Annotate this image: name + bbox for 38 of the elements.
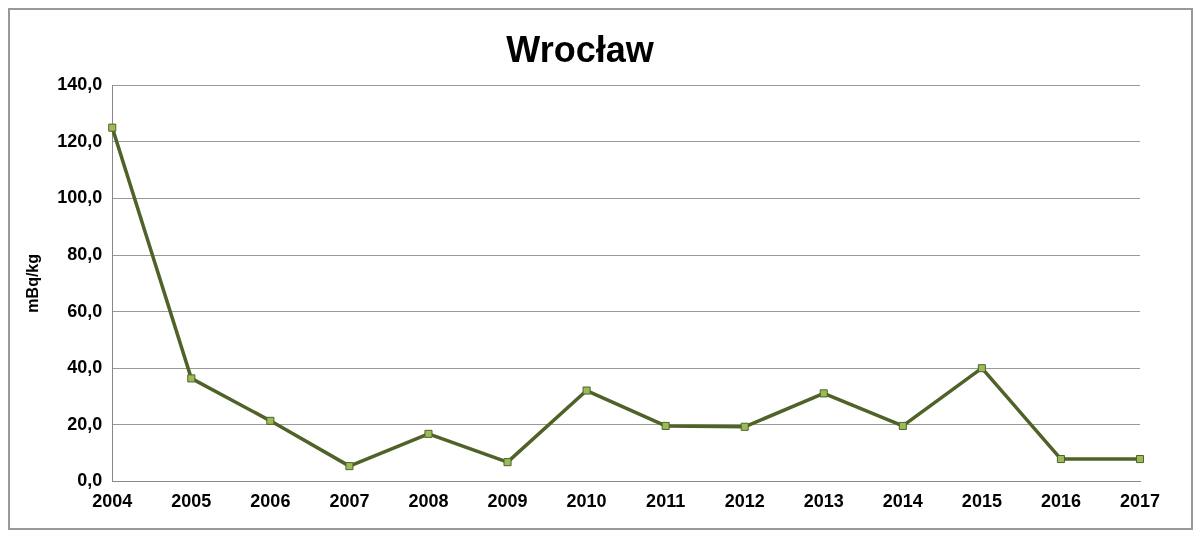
y-axis-title: mBq/kg — [24, 253, 42, 313]
x-tick-label: 2017 — [1119, 491, 1161, 512]
x-tick-label: 2011 — [646, 491, 686, 512]
x-tick-label: 2006 — [250, 491, 291, 512]
x-tick-label: 2007 — [329, 491, 370, 512]
x-tick-label: 2009 — [487, 491, 528, 512]
point — [898, 421, 907, 430]
point — [740, 422, 749, 431]
point — [977, 364, 986, 373]
point — [819, 389, 828, 398]
x-tick-label: 2013 — [803, 491, 844, 512]
point — [582, 386, 591, 395]
point — [187, 374, 196, 383]
x-tick-label: 2012 — [724, 491, 765, 512]
point — [266, 416, 275, 425]
y-tick-label: 80,0 — [67, 243, 103, 264]
x-tick-label: 2014 — [882, 491, 923, 512]
y-tick-label: 0,0 — [77, 470, 103, 491]
y-tick-label: 60,0 — [67, 300, 103, 321]
point — [424, 429, 433, 438]
point — [345, 462, 354, 471]
x-tick-label: 2004 — [92, 491, 133, 512]
y-tick-label: 40,0 — [67, 357, 103, 378]
point — [503, 458, 512, 467]
x-tick-label: 2016 — [1040, 491, 1081, 512]
x-tick-label: 2010 — [566, 491, 607, 512]
x-tick-label: 2005 — [171, 491, 212, 512]
point — [661, 421, 670, 430]
chart-title: Wrocław — [506, 28, 655, 70]
point — [108, 123, 117, 132]
x-tick-label: 2015 — [961, 491, 1002, 512]
y-tick-label: 120,0 — [57, 130, 103, 151]
x-tick-label: 2008 — [408, 491, 449, 512]
y-tick-label: 100,0 — [57, 187, 103, 208]
point — [1135, 455, 1145, 464]
y-tick-label: 20,0 — [67, 413, 103, 434]
point — [1056, 455, 1065, 464]
y-tick-label: 140,0 — [57, 74, 103, 95]
